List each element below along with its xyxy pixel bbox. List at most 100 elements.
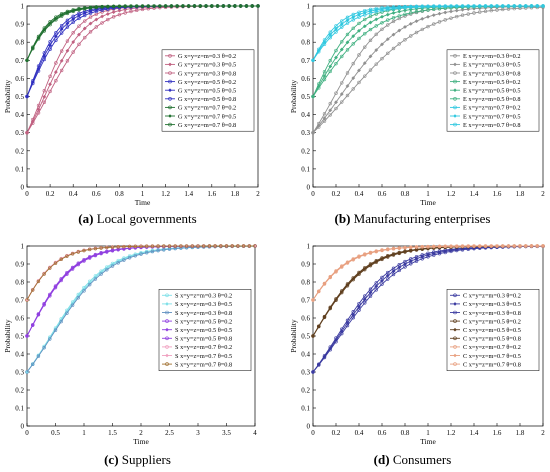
panel-b-data-point [322,70,327,74]
panel-c-data-point [173,244,177,248]
panel-b-data-point [328,101,332,106]
panel-c-data-point [162,244,166,248]
panel-a-data-point [198,4,202,8]
panel-d-xtick-label: 1.2 [447,429,456,437]
panel-a-data-point [181,4,185,8]
panel-c-data-point [59,278,63,283]
panel-b-data-point [334,30,338,34]
panel-d-data-point [380,248,384,253]
panel-d-data-point [363,267,367,272]
panel-a-ytick-label: 0.5 [15,93,24,101]
panel-d-ytick-label: 0.8 [301,279,310,287]
panel-c-data-point [167,244,172,248]
panel-a-data-point [65,21,70,26]
panel-c-data-point [31,288,35,292]
panel-b-data-point [472,11,476,15]
panel-b-data-point [357,15,361,19]
panel-d-data-point [478,244,482,248]
panel-a-ytick-label: 0 [21,184,25,192]
panel-d-data-point [374,260,378,264]
panel-a-legend-swatch-marker [168,105,172,110]
panel-d-data-point [472,244,476,248]
panel-a-series-line [26,5,258,61]
panel-d-data-point [455,244,459,248]
panel-c-xtick-label: 0 [25,429,29,437]
panel-b-data-point [403,6,407,10]
panel-b-data-point [368,27,373,32]
panel-d-data-point [409,262,413,266]
panel-d-legend-swatch-marker [453,345,457,349]
panel-d-data-point [322,282,327,286]
panel-b-data-point [380,14,384,19]
panel-c-ytick-label: 0.2 [15,387,24,395]
panel-b-data-point [403,12,407,16]
panel-b-data-point [420,9,424,13]
panel-b-data-point [501,4,505,8]
panel-b-data-point [409,34,413,38]
panel-c-data-point [36,279,41,284]
panel-b-data-point [426,8,430,12]
panel-d-data-point [449,249,453,254]
panel-b-data-point [340,81,344,85]
panel-d-data-point [386,247,390,252]
panel-a-data-point [77,42,81,47]
panel-a-legend-label: G x=y=z=m=0.5 θ=0.8 [178,96,236,103]
caption-c-text: Suppliers [118,452,171,467]
panel-a-xtick-label: 1.2 [161,190,170,198]
panel-b-data-point [328,108,333,113]
panel-a-data-point [76,13,81,18]
caption-a-letter: (a) [78,211,94,226]
panel-b-data-point [380,21,384,25]
panel-c-data-point [219,244,223,248]
panel-b-legend-label: E x=y=z=m=0.3 θ=0.8 [463,70,521,77]
panel-a-data-point [59,68,64,73]
panel-a-data-point [71,9,75,14]
panel-b-data-point [322,119,327,123]
panel-d-ytick-label: 0.5 [301,333,310,341]
panel-a-data-point [31,81,35,86]
panel-b-data-point [340,25,344,29]
panel-b-legend-swatch-marker [453,97,457,101]
panel-a-data-point [59,49,64,53]
panel-a-legend-swatch-marker [168,97,172,101]
panel-b-data-point [357,28,361,33]
panel-a-legend-swatch-marker [168,62,172,67]
panel-c-data-point [82,248,86,253]
panel-d-data-point [391,272,396,277]
panel-d-xtick-label: 1 [426,429,430,437]
panel-a-data-point [88,30,93,34]
panel-d-data-point [397,246,401,250]
panel-d-legend-label: C x=y=z=m=0.3 θ=0.5 [463,301,521,308]
panel-d-data-point [391,253,396,257]
panel-a-data-point [94,9,99,14]
panel-a-legend-swatch-marker [168,114,172,118]
panel-a-data-point [123,4,127,8]
panel-d-data-point [351,315,355,320]
panel-a-data-point [169,4,174,8]
panel-b-data-point [397,42,401,46]
panel-d-series-line [312,245,543,301]
panel-d-data-point [363,253,367,257]
panel-a-xtick-label: 2 [256,190,260,198]
panel-d-ytick-label: 0.1 [301,405,310,413]
panel-d-data-point [334,270,338,274]
panel-b-data-point [391,16,396,20]
panel-b-xtick-label: 1 [426,190,430,198]
panel-a-data-point [54,31,58,35]
panel-c-data-point [122,244,126,249]
panel-d-legend-label: C x=y=z=m=0.5 θ=0.2 [463,318,521,325]
panel-a-ytick-label: 0.1 [15,165,24,173]
panel-b-legend-swatch-marker [453,114,457,118]
panel-d-data-point [374,288,378,292]
panel-a-data-point [65,25,70,29]
panel-a-data-point [65,39,70,43]
panel-c-data-point [42,346,46,350]
panel-d-data-point [501,244,505,248]
panel-c-data-point [93,246,98,251]
panel-a-data-point [77,8,81,12]
panel-c-data-point [25,370,29,374]
panel-d-ytick-label: 0.9 [301,261,310,269]
panel-d-xlabel: Time [420,437,436,446]
panel-b-data-point [414,5,419,9]
panel-a-data-point [204,4,208,8]
